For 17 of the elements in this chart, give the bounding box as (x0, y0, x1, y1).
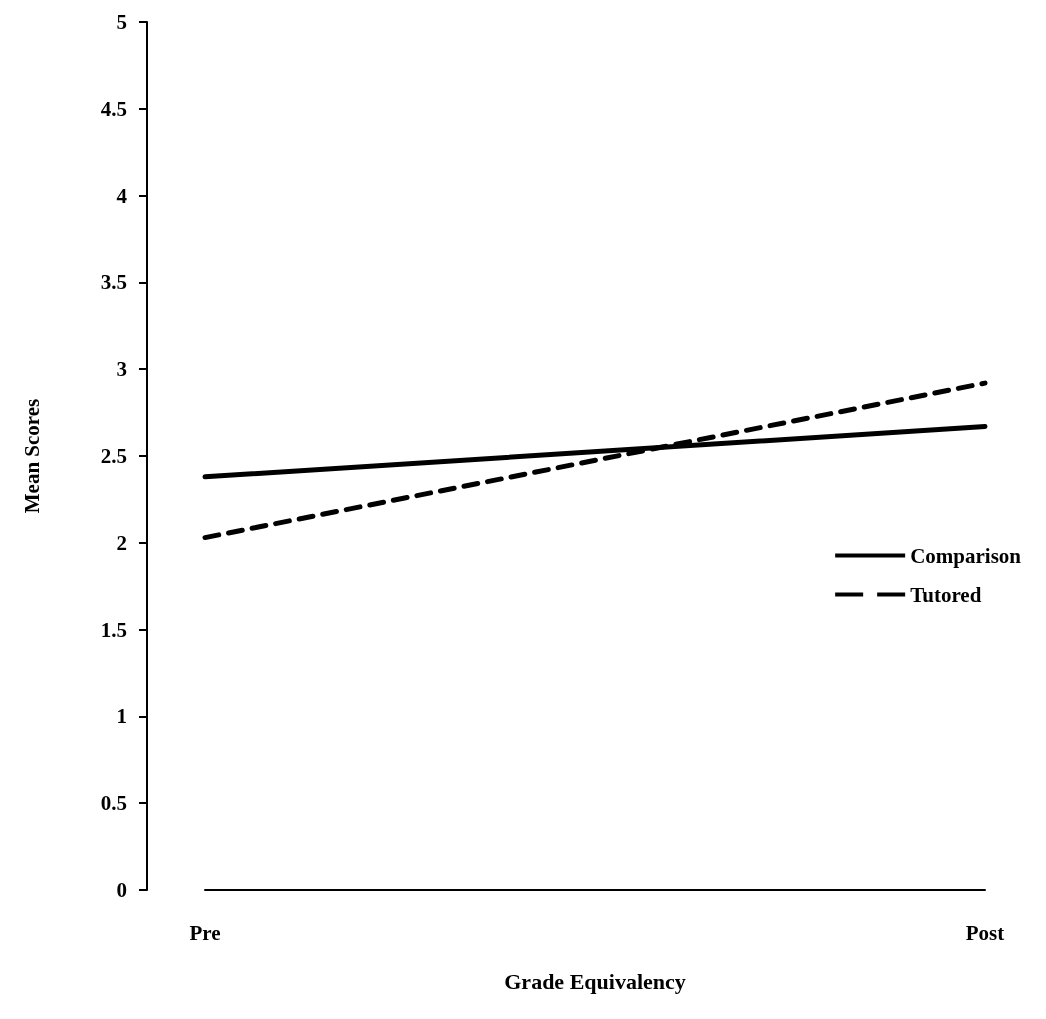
y-tick-label: 1 (116, 704, 127, 729)
y-tick-label: 3 (116, 357, 127, 382)
y-tick-label: 4.5 (100, 96, 127, 121)
x-tick-label: Post (965, 920, 1005, 945)
y-tick-label: 5 (116, 10, 127, 34)
y-tick-label: 4 (116, 183, 128, 208)
y-axis-title: Mean Scores (19, 398, 44, 514)
y-tick-label: 2.5 (100, 444, 127, 468)
y-tick-label: 1.5 (100, 617, 127, 642)
y-tick-label: 0.5 (100, 791, 127, 816)
y-tick-label: 0 (116, 878, 127, 902)
legend-label: Comparison (910, 543, 1022, 568)
x-axis-title: Grade Equivalency (504, 968, 686, 994)
y-tick-label: 2 (116, 530, 127, 555)
x-tick-label: Pre (189, 920, 221, 945)
legend-label: Tutored (910, 582, 982, 607)
y-tick-label: 3.5 (100, 270, 127, 295)
